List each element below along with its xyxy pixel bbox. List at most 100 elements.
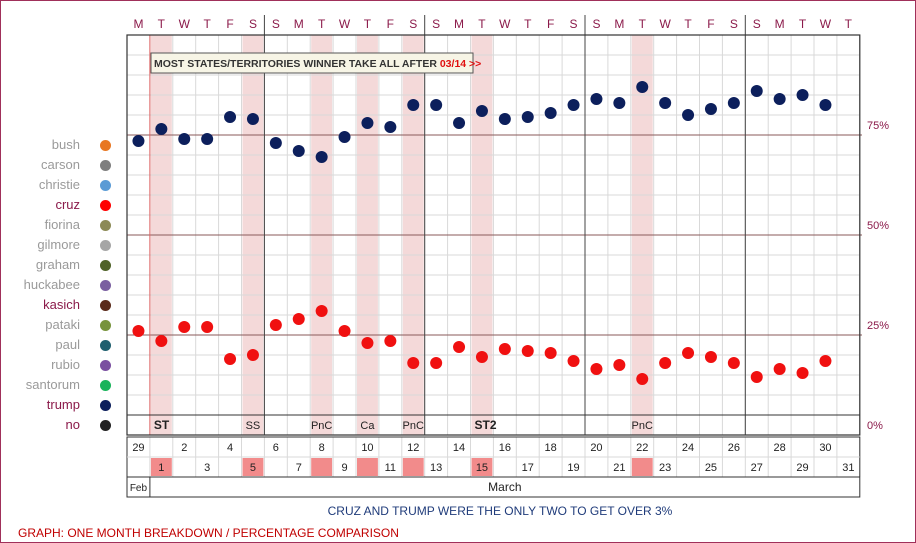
legend-marker xyxy=(100,320,111,331)
weekday-label: T xyxy=(203,17,211,31)
legend-marker xyxy=(100,360,111,371)
event-label: ST2 xyxy=(475,418,497,432)
cruz-point xyxy=(544,347,557,359)
date-label: 21 xyxy=(613,462,625,474)
cruz-point xyxy=(132,325,145,337)
date-label: 4 xyxy=(227,442,233,454)
weekday-label: W xyxy=(659,17,671,31)
date-table-border xyxy=(126,436,861,498)
legend-marker xyxy=(100,340,111,351)
legend: bush carson christie cruz fiorina gilmore grah… xyxy=(20,135,120,435)
trump-point xyxy=(315,151,328,163)
weekday-label: S xyxy=(753,17,761,31)
highlighted-date-cell xyxy=(357,458,378,476)
trump-point xyxy=(636,81,649,93)
y-tick-label: 50% xyxy=(867,220,889,232)
weekday-label: S xyxy=(409,17,417,31)
legend-label: graham xyxy=(35,257,80,272)
cruz-point xyxy=(567,355,580,367)
legend-label: fiorina xyxy=(44,217,80,232)
weekday-label: M xyxy=(133,17,143,31)
trump-point xyxy=(338,131,351,143)
weekday-label: S xyxy=(432,17,440,31)
cruz-point xyxy=(384,335,397,347)
weekday-label: F xyxy=(387,17,394,31)
date-label: 16 xyxy=(499,442,511,454)
weekday-label: W xyxy=(820,17,832,31)
cruz-point xyxy=(430,357,443,369)
date-label: 14 xyxy=(453,442,465,454)
date-label: 20 xyxy=(590,442,602,454)
legend-marker xyxy=(100,180,111,191)
weekday-label: T xyxy=(524,17,532,31)
cruz-point xyxy=(682,347,695,359)
cruz-point xyxy=(773,363,786,375)
legend-item-santorum: santorum xyxy=(20,375,120,395)
trump-point xyxy=(155,123,168,135)
date-label: 3 xyxy=(204,462,210,474)
weekday-label: T xyxy=(318,17,326,31)
date-label: 6 xyxy=(273,442,279,454)
weekday-label: W xyxy=(179,17,191,31)
date-label: 1 xyxy=(158,462,164,474)
highlighted-date-cell xyxy=(242,458,264,476)
legend-label: no xyxy=(65,417,80,432)
cruz-point xyxy=(475,351,488,363)
trump-point xyxy=(773,93,786,105)
weekday-label: T xyxy=(799,17,807,31)
trump-point xyxy=(613,97,626,109)
legend-item-graham: graham xyxy=(20,255,120,275)
date-label: 2 xyxy=(181,442,187,454)
legend-label: rubio xyxy=(51,357,80,372)
cruz-point xyxy=(361,337,374,349)
trump-point xyxy=(132,135,145,147)
date-label: 11 xyxy=(385,462,396,474)
trump-point xyxy=(659,97,672,109)
legend-item-bush: bush xyxy=(20,135,120,155)
trump-point xyxy=(475,105,488,117)
date-label: 29 xyxy=(796,462,808,474)
month-label: March xyxy=(488,480,521,494)
highlighted-date-cell xyxy=(311,458,333,476)
weekday-label: S xyxy=(592,17,600,31)
legend-marker xyxy=(100,300,111,311)
month-label: Feb xyxy=(130,483,148,494)
legend-item-trump: trump xyxy=(20,395,120,415)
weekday-label: T xyxy=(478,17,486,31)
legend-item-fiorina: fiorina xyxy=(20,215,120,235)
legend-marker xyxy=(100,160,111,171)
annotation-text: MOST STATES/TERRITORIES WINNER TAKE ALL … xyxy=(154,58,481,70)
event-label: SS xyxy=(246,420,261,432)
legend-marker xyxy=(100,400,111,411)
date-label: 7 xyxy=(296,462,302,474)
date-label: 5 xyxy=(250,462,256,474)
date-label: 31 xyxy=(842,462,854,474)
weekday-label: F xyxy=(226,17,233,31)
legend-label: bush xyxy=(51,137,80,152)
legend-item-carson: carson xyxy=(20,155,120,175)
date-label: 22 xyxy=(636,442,648,454)
annotation-box xyxy=(150,52,474,74)
date-label: 13 xyxy=(430,462,442,474)
weekday-label: M xyxy=(294,17,304,31)
chart-note: CRUZ AND TRUMP WERE THE ONLY TWO TO GET … xyxy=(327,504,673,518)
legend-marker xyxy=(100,380,111,391)
cruz-point xyxy=(750,371,763,383)
weekday-label: F xyxy=(547,17,554,31)
trump-point xyxy=(292,145,305,157)
date-label: 18 xyxy=(545,442,557,454)
legend-label: christie xyxy=(38,177,80,192)
date-label: 15 xyxy=(476,462,488,474)
annotation-accent: 03/14 >> xyxy=(440,58,481,70)
trump-point xyxy=(384,121,397,133)
legend-label: carson xyxy=(40,157,80,172)
trump-point xyxy=(407,99,420,111)
weekday-label: W xyxy=(499,17,511,31)
legend-label: huckabee xyxy=(23,277,80,292)
date-label: 10 xyxy=(361,442,373,454)
legend-item-gilmore: gilmore xyxy=(20,235,120,255)
date-label: 28 xyxy=(774,442,786,454)
date-label: 19 xyxy=(567,462,579,474)
weekday-label: W xyxy=(339,17,351,31)
